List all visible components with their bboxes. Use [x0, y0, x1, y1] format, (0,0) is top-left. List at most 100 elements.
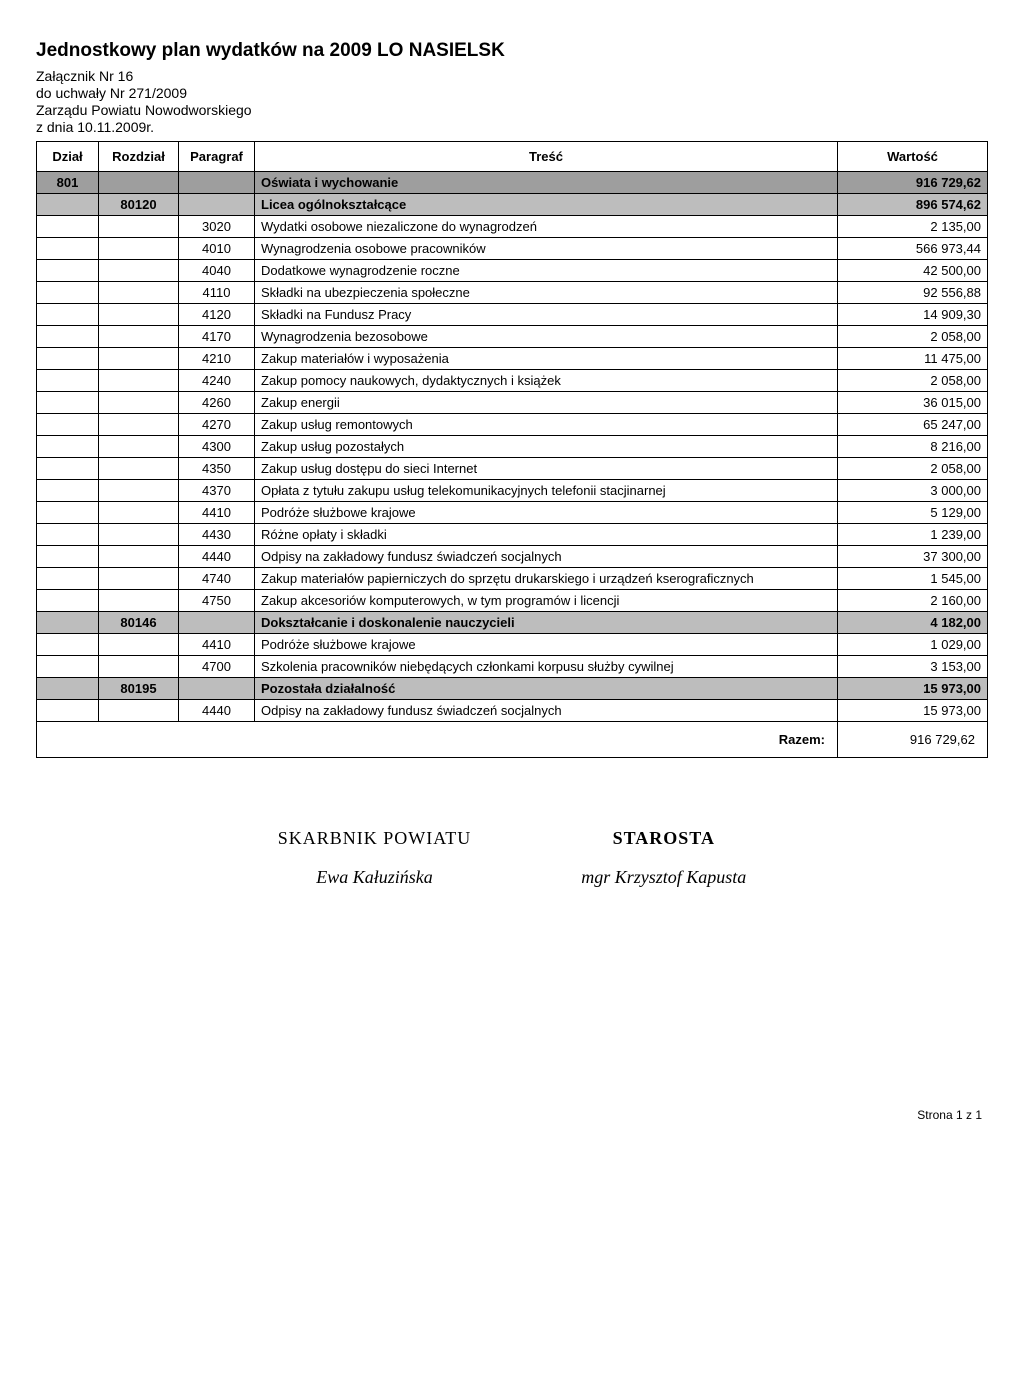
cell-paragraf: 4300: [179, 436, 255, 458]
cell-paragraf: [179, 194, 255, 216]
cell-paragraf: [179, 678, 255, 700]
cell-rozdzial: [99, 436, 179, 458]
cell-rozdzial: [99, 546, 179, 568]
cell-rozdzial: [99, 370, 179, 392]
cell-wartosc: 1 029,00: [838, 634, 988, 656]
table-row: 4240Zakup pomocy naukowych, dydaktycznyc…: [37, 370, 988, 392]
cell-rozdzial: [99, 238, 179, 260]
cell-dzial: [37, 458, 99, 480]
cell-tresc: Zakup akcesoriów komputerowych, w tym pr…: [255, 590, 838, 612]
cell-wartosc: 916 729,62: [838, 172, 988, 194]
cell-paragraf: 4370: [179, 480, 255, 502]
header-line-4: z dnia 10.11.2009r.: [36, 119, 988, 135]
cell-tresc: Zakup usług dostępu do sieci Internet: [255, 458, 838, 480]
cell-rozdzial: 80120: [99, 194, 179, 216]
col-tresc: Treść: [255, 142, 838, 172]
starosta-name: mgr Krzysztof Kapusta: [581, 867, 746, 888]
table-row: 4260Zakup energii36 015,00: [37, 392, 988, 414]
cell-paragraf: 3020: [179, 216, 255, 238]
cell-tresc: Zakup pomocy naukowych, dydaktycznych i …: [255, 370, 838, 392]
cell-paragraf: 4170: [179, 326, 255, 348]
cell-dzial: [37, 348, 99, 370]
cell-rozdzial: [99, 480, 179, 502]
table-row: 4170Wynagrodzenia bezosobowe2 058,00: [37, 326, 988, 348]
cell-rozdzial: [99, 414, 179, 436]
cell-wartosc: 2 135,00: [838, 216, 988, 238]
cell-dzial: [37, 436, 99, 458]
cell-tresc: Odpisy na zakładowy fundusz świadczeń so…: [255, 700, 838, 722]
cell-rozdzial: [99, 282, 179, 304]
total-value: 916 729,62: [838, 722, 988, 758]
cell-dzial: [37, 392, 99, 414]
cell-wartosc: 15 973,00: [838, 700, 988, 722]
cell-dzial: [37, 414, 99, 436]
cell-dzial: [37, 700, 99, 722]
cell-wartosc: 2 160,00: [838, 590, 988, 612]
cell-dzial: [37, 612, 99, 634]
cell-dzial: [37, 304, 99, 326]
table-row: 4700Szkolenia pracowników niebędących cz…: [37, 656, 988, 678]
document-header: Jednostkowy plan wydatków na 2009 LO NAS…: [36, 40, 988, 135]
cell-rozdzial: [99, 392, 179, 414]
cell-wartosc: 4 182,00: [838, 612, 988, 634]
cell-tresc: Wynagrodzenia osobowe pracowników: [255, 238, 838, 260]
table-row: 4350Zakup usług dostępu do sieci Interne…: [37, 458, 988, 480]
cell-tresc: Odpisy na zakładowy fundusz świadczeń so…: [255, 546, 838, 568]
header-line-2: do uchwały Nr 271/2009: [36, 85, 988, 101]
cell-paragraf: 4350: [179, 458, 255, 480]
table-row: 4440Odpisy na zakładowy fundusz świadcze…: [37, 546, 988, 568]
cell-paragraf: 4440: [179, 700, 255, 722]
cell-tresc: Składki na ubezpieczenia społeczne: [255, 282, 838, 304]
cell-wartosc: 1 545,00: [838, 568, 988, 590]
cell-wartosc: 3 153,00: [838, 656, 988, 678]
table-row: 4210Zakup materiałów i wyposażenia11 475…: [37, 348, 988, 370]
cell-rozdzial: [99, 216, 179, 238]
cell-wartosc: 2 058,00: [838, 370, 988, 392]
table-row: 80120Licea ogólnokształcące896 574,62: [37, 194, 988, 216]
cell-paragraf: 4430: [179, 524, 255, 546]
cell-tresc: Dokształcanie i doskonalenie nauczycieli: [255, 612, 838, 634]
cell-rozdzial: [99, 458, 179, 480]
cell-paragraf: 4260: [179, 392, 255, 414]
cell-paragraf: 4110: [179, 282, 255, 304]
cell-tresc: Zakup usług pozostałych: [255, 436, 838, 458]
table-row: 4040Dodatkowe wynagrodzenie roczne42 500…: [37, 260, 988, 282]
col-wartosc: Wartość: [838, 142, 988, 172]
cell-dzial: [37, 194, 99, 216]
cell-tresc: Zakup energii: [255, 392, 838, 414]
total-label: Razem:: [37, 722, 838, 758]
col-dzial: Dział: [37, 142, 99, 172]
cell-tresc: Szkolenia pracowników niebędących członk…: [255, 656, 838, 678]
page-title: Jednostkowy plan wydatków na 2009 LO NAS…: [36, 40, 988, 62]
cell-rozdzial: [99, 656, 179, 678]
cell-paragraf: [179, 172, 255, 194]
cell-dzial: 801: [37, 172, 99, 194]
cell-rozdzial: [99, 326, 179, 348]
table-row: 80146Dokształcanie i doskonalenie nauczy…: [37, 612, 988, 634]
cell-wartosc: 896 574,62: [838, 194, 988, 216]
cell-dzial: [37, 326, 99, 348]
table-row: 4750Zakup akcesoriów komputerowych, w ty…: [37, 590, 988, 612]
cell-wartosc: 15 973,00: [838, 678, 988, 700]
table-row: 4410Podróże służbowe krajowe5 129,00: [37, 502, 988, 524]
cell-tresc: Wynagrodzenia bezosobowe: [255, 326, 838, 348]
table-row: 3020Wydatki osobowe niezaliczone do wyna…: [37, 216, 988, 238]
cell-rozdzial: [99, 634, 179, 656]
col-paragraf: Paragraf: [179, 142, 255, 172]
header-line-3: Zarządu Powiatu Nowodworskiego: [36, 102, 988, 118]
cell-paragraf: 4410: [179, 502, 255, 524]
cell-wartosc: 5 129,00: [838, 502, 988, 524]
cell-wartosc: 2 058,00: [838, 326, 988, 348]
page-footer: Strona 1 z 1: [36, 1108, 988, 1122]
cell-paragraf: 4120: [179, 304, 255, 326]
cell-wartosc: 1 239,00: [838, 524, 988, 546]
cell-paragraf: 4750: [179, 590, 255, 612]
budget-table: Dział Rozdział Paragraf Treść Wartość 80…: [36, 141, 988, 758]
signature-starosta: STAROSTA mgr Krzysztof Kapusta: [581, 828, 746, 888]
cell-rozdzial: [99, 700, 179, 722]
table-row: 4370Opłata z tytułu zakupu usług telekom…: [37, 480, 988, 502]
cell-dzial: [37, 282, 99, 304]
cell-paragraf: 4240: [179, 370, 255, 392]
cell-dzial: [37, 260, 99, 282]
table-row: 80195Pozostała działalność15 973,00: [37, 678, 988, 700]
